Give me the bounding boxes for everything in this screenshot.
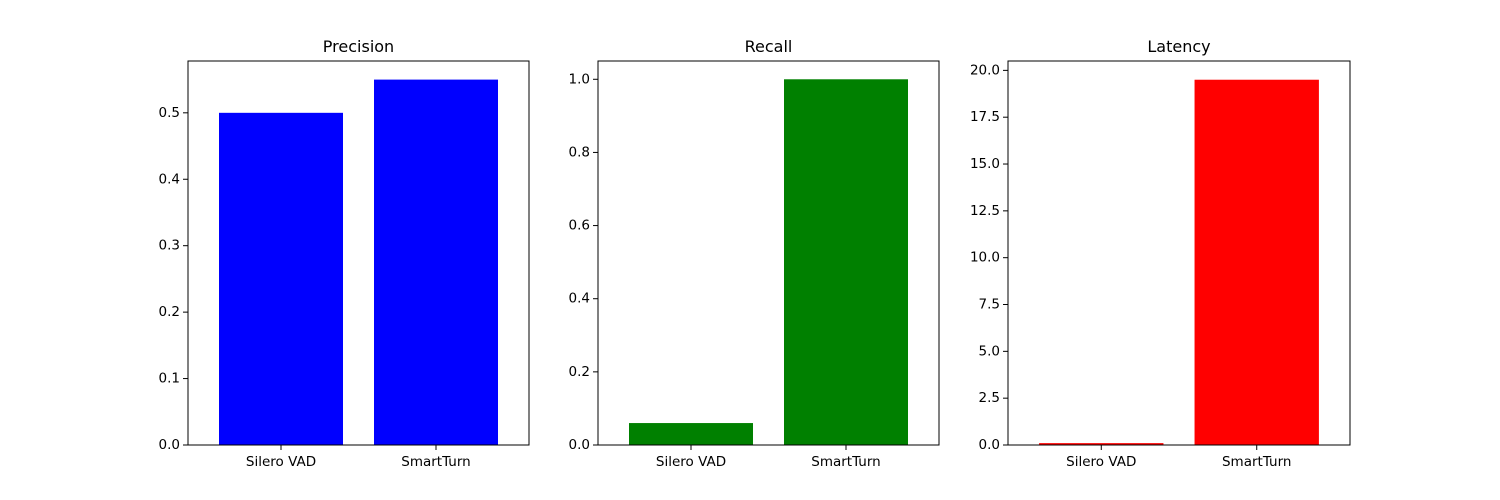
precision-ytick-label: 0.3 bbox=[159, 238, 180, 254]
latency-ytick-label: 10.0 bbox=[970, 250, 1000, 266]
latency-axes-frame bbox=[1007, 60, 1351, 446]
recall-title: Recall bbox=[745, 37, 793, 56]
latency-panel: 0.0 2.5 5.0 7.5 10.0 12.5 15.0 17.5 20.0 Silero V… bbox=[970, 37, 1351, 470]
latency-ytick-label: 5.0 bbox=[979, 343, 1000, 359]
recall-bar-smartturn bbox=[784, 79, 908, 446]
recall-bar-silero-vad bbox=[629, 423, 753, 445]
precision-ytick-label: 0.1 bbox=[159, 371, 180, 387]
recall-panel: 0.0 0.2 0.4 0.6 0.8 1.0 Silero VAD SmartTurn Rec… bbox=[569, 37, 940, 470]
latency-bar-silero-vad bbox=[1039, 443, 1164, 445]
precision-ytick-label: 0.0 bbox=[159, 437, 180, 453]
precision-panel: 0.0 0.1 0.2 0.3 0.4 0.5 Silero VAD SmartTurn Pre… bbox=[159, 37, 530, 470]
precision-xtick-label: SmartTurn bbox=[401, 454, 470, 470]
precision-bar-silero-vad bbox=[219, 112, 343, 445]
latency-xtick-label: SmartTurn bbox=[1222, 454, 1291, 470]
precision-xtick-label: Silero VAD bbox=[246, 454, 316, 470]
precision-ytick-label: 0.5 bbox=[159, 105, 180, 121]
latency-ytick-label: 2.5 bbox=[979, 390, 1000, 406]
latency-title: Latency bbox=[1147, 37, 1210, 56]
precision-title: Precision bbox=[323, 37, 394, 56]
precision-bar-smartturn bbox=[374, 79, 498, 445]
latency-ytick-label: 7.5 bbox=[979, 297, 1000, 313]
latency-ytick-label: 20.0 bbox=[970, 62, 1000, 78]
recall-ytick-label: 0.6 bbox=[569, 218, 590, 234]
recall-ytick-label: 0.4 bbox=[569, 291, 590, 307]
recall-ytick-label: 0.0 bbox=[569, 437, 590, 453]
latency-ytick-label: 17.5 bbox=[970, 109, 1000, 125]
latency-xtick-label: Silero VAD bbox=[1066, 454, 1136, 470]
latency-ytick-label: 12.5 bbox=[970, 203, 1000, 219]
recall-ytick-label: 0.8 bbox=[569, 144, 590, 160]
recall-ytick-label: 0.2 bbox=[569, 364, 590, 380]
recall-axes-frame bbox=[597, 60, 940, 446]
precision-ytick-label: 0.2 bbox=[159, 304, 180, 320]
latency-ytick-label: 15.0 bbox=[970, 156, 1000, 172]
recall-xtick-label: Silero VAD bbox=[656, 454, 726, 470]
recall-ytick-label: 1.0 bbox=[569, 71, 590, 87]
latency-bar-smartturn bbox=[1194, 79, 1319, 446]
recall-xtick-label: SmartTurn bbox=[811, 454, 880, 470]
precision-axes-frame bbox=[187, 60, 530, 446]
precision-ytick-label: 0.4 bbox=[159, 171, 180, 187]
latency-ytick-label: 0.0 bbox=[979, 437, 1000, 453]
